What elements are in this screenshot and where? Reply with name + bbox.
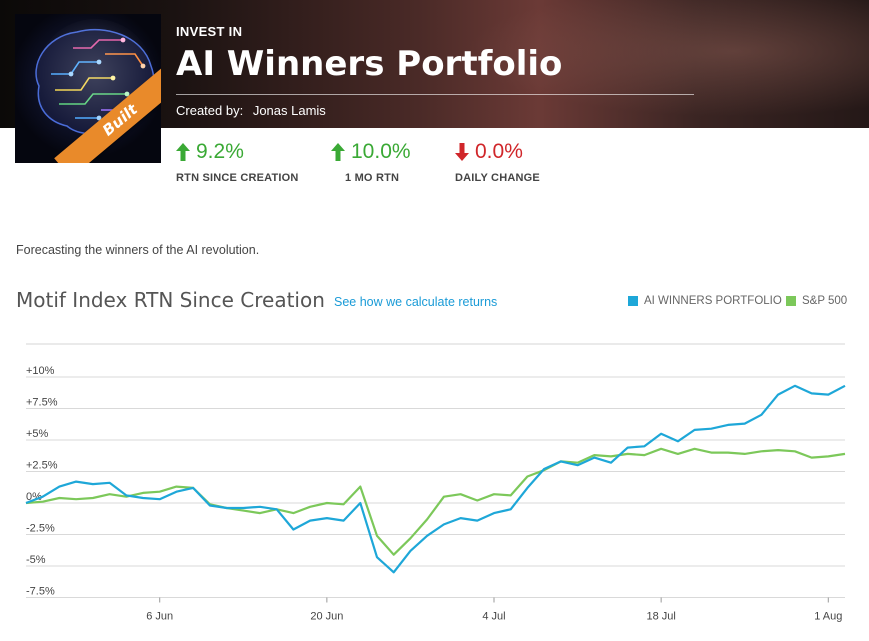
x-tick-label: 6 Jun: [146, 611, 173, 623]
chart-title: Motif Index RTN Since Creation: [16, 288, 325, 312]
x-tick-label: 18 Jul: [646, 611, 675, 623]
return-line-chart: +10% +7.5% +5% +2.5% 0% -2.5% -5% -7.5% 6 Jun 20 …: [25, 343, 846, 623]
stat-value-row: 9.2%: [176, 140, 299, 164]
series-line-sp500: [25, 447, 846, 556]
hero-divider: [176, 94, 694, 95]
stat-label: DAILY CHANGE: [455, 172, 540, 184]
created-by-label: Created by:: [176, 103, 244, 118]
x-tick-label: 20 Jun: [310, 611, 343, 623]
arrow-down-icon: [455, 143, 469, 161]
y-tick-label: +7.5%: [26, 397, 58, 409]
stat-label: 1 MO RTN: [345, 172, 400, 184]
creator-line: Created by: Jonas Lamis: [176, 103, 326, 118]
y-tick-label: +2.5%: [26, 460, 58, 472]
legend-item-ai-winners[interactable]: AI WINNERS PORTFOLIO: [628, 295, 782, 307]
legend-swatch: [628, 296, 638, 306]
portfolio-description: Forecasting the winners of the AI revolu…: [16, 243, 260, 257]
x-tick-label: 4 Jul: [482, 611, 505, 623]
creator-name[interactable]: Jonas Lamis: [252, 103, 326, 118]
portfolio-thumbnail: Built: [15, 14, 161, 163]
y-tick-label: +5%: [26, 428, 49, 440]
stat-value-row: 10.0%: [331, 140, 411, 164]
stat-value: 10.0%: [351, 140, 411, 163]
stat-daily-change: 0.0% DAILY CHANGE: [455, 140, 540, 184]
y-tick-label: -5%: [26, 554, 46, 566]
stat-value: 0.0%: [475, 140, 523, 163]
stat-rtn-since-creation: 9.2% RTN SINCE CREATION: [176, 140, 299, 184]
series-line-ai-winners: [25, 384, 846, 574]
legend-swatch: [786, 296, 796, 306]
legend-label: AI WINNERS PORTFOLIO: [644, 295, 782, 307]
arrow-up-icon: [176, 143, 190, 161]
calculate-returns-link[interactable]: See how we calculate returns: [334, 295, 498, 309]
y-tick-label: -2.5%: [26, 523, 55, 535]
stat-value: 9.2%: [196, 140, 244, 163]
stat-1-mo-rtn: 10.0% 1 MO RTN: [331, 140, 411, 184]
page-title: AI Winners Portfolio: [176, 44, 563, 84]
x-tick-label: 1 Aug: [814, 611, 842, 623]
y-tick-label: +10%: [26, 365, 55, 377]
stat-label: RTN SINCE CREATION: [176, 172, 299, 184]
arrow-up-icon: [331, 143, 345, 161]
legend-item-sp500[interactable]: S&P 500: [786, 295, 847, 307]
legend-label: S&P 500: [802, 295, 848, 307]
stat-value-row: 0.0%: [455, 140, 540, 164]
y-tick-label: -7.5%: [26, 586, 55, 598]
y-tick-label: 0%: [26, 491, 42, 503]
invest-in-label: INVEST IN: [176, 24, 243, 39]
